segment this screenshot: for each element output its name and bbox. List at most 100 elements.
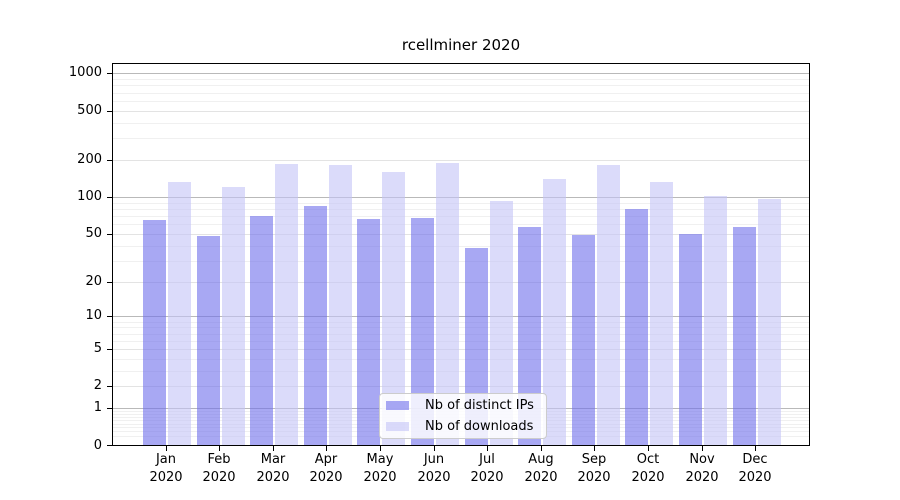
y-tick-label: 1000 (68, 65, 102, 80)
grid-line (113, 224, 809, 225)
grid-line (113, 234, 809, 235)
x-tick-label: Nov 2020 (685, 452, 719, 485)
y-tick-label: 2 (93, 378, 102, 393)
y-tick-label: 10 (85, 308, 102, 323)
x-tick-mark (755, 446, 756, 451)
plot-area (112, 63, 810, 446)
legend-swatch-downloads (386, 422, 409, 431)
bar-downloads-dec (758, 199, 781, 445)
grid-line (113, 123, 809, 124)
x-tick-label: Apr 2020 (309, 452, 343, 485)
grid-line (113, 316, 809, 317)
y-tick-mark (107, 445, 112, 446)
x-tick-label: Jun 2020 (417, 452, 451, 485)
grid-line (113, 261, 809, 262)
grid-line (113, 341, 809, 342)
grid-line (113, 73, 809, 74)
x-tick-label: Aug 2020 (524, 452, 558, 485)
grid-line (113, 322, 809, 323)
bar-ips-aug (518, 227, 541, 445)
grid-line (113, 216, 809, 217)
y-tick-label: 50 (85, 226, 102, 241)
grid-line (113, 160, 809, 161)
grid-line (113, 138, 809, 139)
bar-downloads-mar (275, 164, 298, 445)
x-tick-mark (648, 446, 649, 451)
legend-label-downloads: Nb of downloads (425, 419, 534, 434)
y-tick-mark (107, 111, 112, 112)
bar-downloads-may (382, 172, 405, 445)
x-tick-label: Mar 2020 (256, 452, 290, 485)
y-tick-mark (107, 349, 112, 350)
bar-ips-nov (679, 234, 702, 445)
x-tick-mark (434, 446, 435, 451)
y-tick-mark (107, 160, 112, 161)
x-tick-label: Jan 2020 (149, 452, 183, 485)
x-tick-mark (166, 446, 167, 451)
y-tick-mark (107, 282, 112, 283)
x-tick-mark (326, 446, 327, 451)
grid-line (113, 85, 809, 86)
bar-downloads-jan (168, 182, 191, 445)
grid-line (113, 282, 809, 283)
bar-ips-jan (143, 220, 166, 445)
y-tick-mark (107, 197, 112, 198)
grid-line (113, 349, 809, 350)
y-tick-mark (107, 386, 112, 387)
bar-ips-feb (197, 236, 220, 445)
bar-downloads-jul (490, 201, 513, 445)
grid-line (113, 246, 809, 247)
y-tick-label: 0 (93, 438, 102, 453)
x-tick-label: Sep 2020 (577, 452, 611, 485)
x-tick-mark (594, 446, 595, 451)
bar-downloads-nov (704, 196, 727, 445)
y-tick-mark (107, 234, 112, 235)
bar-ips-sep (572, 235, 595, 445)
bar-downloads-apr (329, 165, 352, 445)
grid-line (113, 111, 809, 112)
x-tick-mark (702, 446, 703, 451)
y-tick-label: 1 (93, 400, 102, 415)
x-tick-label: Oct 2020 (631, 452, 665, 485)
y-tick-mark (107, 408, 112, 409)
grid-line (113, 371, 809, 372)
y-tick-label: 500 (77, 103, 102, 118)
x-tick-label: May 2020 (363, 452, 397, 485)
x-tick-mark (541, 446, 542, 451)
bar-ips-mar (250, 216, 273, 445)
x-tick-label: Dec 2020 (738, 452, 772, 485)
bar-ips-oct (625, 209, 648, 445)
bar-ips-dec (733, 227, 756, 445)
x-tick-label: Jul 2020 (470, 452, 504, 485)
grid-line (113, 327, 809, 328)
grid-line (113, 386, 809, 387)
legend-swatch-distinct-ips (386, 401, 409, 410)
grid-line (113, 209, 809, 210)
y-tick-mark (107, 316, 112, 317)
bar-ips-may (357, 219, 380, 445)
chart-title: rcellminer 2020 (401, 36, 521, 54)
y-tick-label: 100 (77, 189, 102, 204)
grid-line (113, 203, 809, 204)
x-tick-mark (380, 446, 381, 451)
legend-label-distinct-ips: Nb of distinct IPs (425, 398, 534, 413)
bar-downloads-oct (650, 182, 673, 445)
bar-downloads-jun (436, 163, 459, 445)
bar-ips-apr (304, 206, 327, 445)
x-tick-mark (487, 446, 488, 451)
legend-item-downloads: Nb of downloads (386, 416, 540, 437)
grid-line (113, 334, 809, 335)
bar-downloads-sep (597, 165, 620, 445)
y-tick-label: 20 (85, 274, 102, 289)
grid-line (113, 101, 809, 102)
grid-line (113, 197, 809, 198)
legend: Nb of distinct IPs Nb of downloads (379, 393, 547, 439)
x-tick-mark (273, 446, 274, 451)
y-tick-label: 200 (77, 152, 102, 167)
x-tick-label: Feb 2020 (202, 452, 236, 485)
x-tick-mark (219, 446, 220, 451)
grid-line (113, 359, 809, 360)
y-tick-label: 5 (93, 341, 102, 356)
bar-ips-jun (411, 218, 434, 445)
